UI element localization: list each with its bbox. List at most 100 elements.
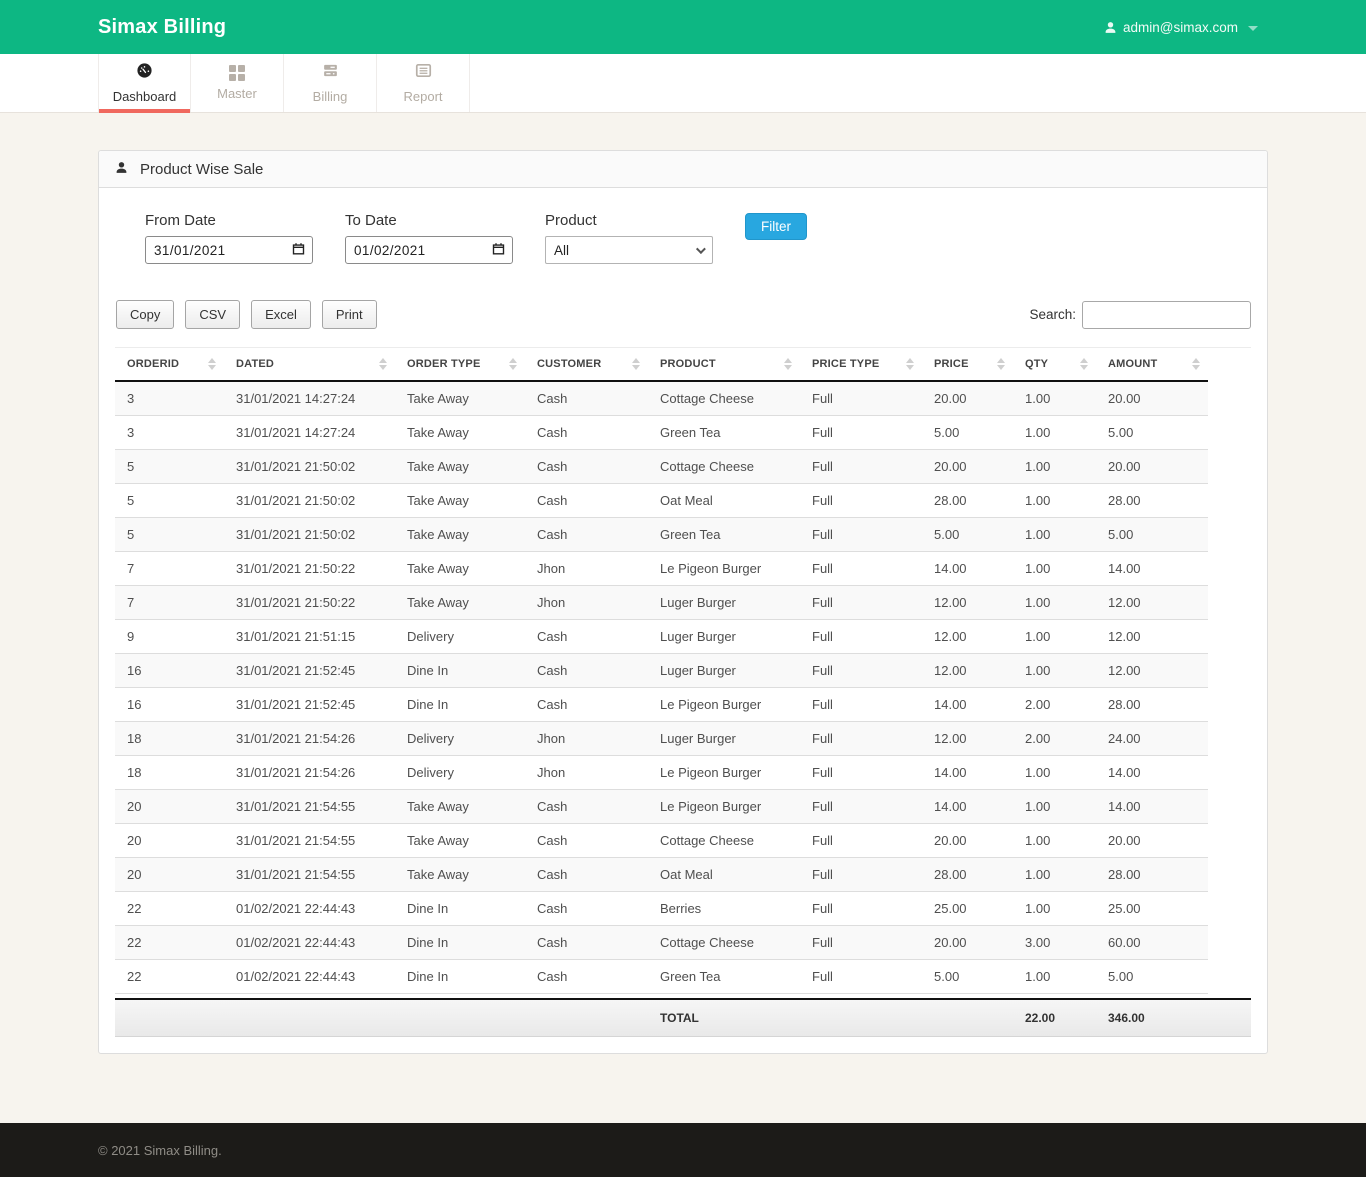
table-row: 18 31/01/2021 21:54:26 Delivery Jhon Luger B… — [115, 721, 1208, 756]
table-cell: 28.00 — [922, 483, 1013, 518]
table-row: 3 31/01/2021 14:27:24 Take Away Cash Cottage… — [115, 381, 1208, 416]
table-cell: Full — [800, 721, 922, 756]
copy-button[interactable]: Copy — [116, 300, 175, 329]
table-cell: Full — [800, 959, 922, 994]
table-cell: Dine In — [395, 959, 525, 994]
table-cell: Take Away — [395, 857, 525, 892]
product-group: Product All — [545, 212, 713, 264]
table-cell: Cash — [525, 687, 648, 722]
filter-row: From Date 31/01/2021 To Date 01/02/2021 — [145, 212, 1251, 264]
calendar-icon[interactable] — [491, 241, 506, 259]
topbar: Simax Billing admin@simax.com — [0, 0, 1366, 54]
table-cell: 5.00 — [1096, 415, 1208, 450]
product-select-value: All — [554, 242, 570, 258]
table-cell: 1.00 — [1013, 449, 1096, 484]
user-icon — [1104, 21, 1117, 34]
server-stack-icon — [322, 62, 339, 84]
table-cell: Full — [800, 925, 922, 960]
table-cell: Full — [800, 585, 922, 620]
table-row: 3 31/01/2021 14:27:24 Take Away Cash Green T… — [115, 415, 1208, 450]
table-cell: 1.00 — [1013, 891, 1096, 926]
table-cell: 12.00 — [922, 619, 1013, 654]
column-header[interactable]: PRICE TYPE — [800, 348, 922, 382]
column-header-label: PRODUCT — [660, 358, 716, 370]
search-input[interactable] — [1082, 300, 1251, 329]
table-cell: 5.00 — [1096, 517, 1208, 552]
column-header[interactable]: ORDERID — [115, 348, 224, 382]
tab-master[interactable]: Master — [191, 54, 284, 112]
column-header[interactable]: QTY — [1013, 348, 1096, 382]
table-row: 20 31/01/2021 21:54:55 Take Away Cash Oat Me… — [115, 857, 1208, 892]
table-cell: 5 — [115, 517, 224, 552]
column-header[interactable]: DATED — [224, 348, 395, 382]
table-cell: Cash — [525, 517, 648, 552]
column-header[interactable]: AMOUNT — [1096, 348, 1208, 382]
user-menu[interactable]: admin@simax.com — [1104, 20, 1258, 35]
tab-report[interactable]: Report — [377, 54, 470, 112]
table-cell: 28.00 — [1096, 857, 1208, 892]
total-amount: 346.00 — [1096, 999, 1251, 1037]
table-cell: Full — [800, 449, 922, 484]
to-date-value: 01/02/2021 — [354, 242, 426, 258]
table-row: 7 31/01/2021 21:50:22 Take Away Jhon Luger B… — [115, 585, 1208, 620]
csv-button[interactable]: CSV — [185, 300, 241, 329]
column-header-label: DATED — [236, 358, 275, 370]
table-cell: 31/01/2021 14:27:24 — [224, 415, 395, 450]
filter-button[interactable]: Filter — [745, 213, 807, 240]
table-cell: 9 — [115, 619, 224, 654]
to-date-field[interactable]: 01/02/2021 — [345, 236, 513, 264]
table-cell: 1.00 — [1013, 653, 1096, 688]
column-header[interactable]: PRICE — [922, 348, 1013, 382]
table-cell: Full — [800, 415, 922, 450]
table-cell: 20.00 — [922, 381, 1013, 416]
table-cell: 28.00 — [1096, 483, 1208, 518]
table-cell: 5.00 — [922, 517, 1013, 552]
table-cell: Cottage Cheese — [648, 449, 800, 484]
table-cell: Full — [800, 891, 922, 926]
table-cell: 31/01/2021 21:50:02 — [224, 483, 395, 518]
table-cell: Take Away — [395, 381, 525, 416]
table-cell: Cash — [525, 483, 648, 518]
tab-dashboard[interactable]: Dashboard — [98, 54, 191, 113]
calendar-icon[interactable] — [291, 241, 306, 259]
table-cell: 20.00 — [1096, 381, 1208, 416]
from-date-field[interactable]: 31/01/2021 — [145, 236, 313, 264]
table-cell: 31/01/2021 21:50:22 — [224, 585, 395, 620]
table-cell: Cash — [525, 891, 648, 926]
table-cell: Full — [800, 619, 922, 654]
column-header[interactable]: CUSTOMER — [525, 348, 648, 382]
table-cell: 16 — [115, 687, 224, 722]
column-header[interactable]: PRODUCT — [648, 348, 800, 382]
print-button[interactable]: Print — [321, 300, 377, 329]
table-cell: Green Tea — [648, 415, 800, 450]
table-cell: 14.00 — [1096, 789, 1208, 824]
table-cell: 12.00 — [1096, 653, 1208, 688]
table-row: 7 31/01/2021 21:50:22 Take Away Jhon Le Pige… — [115, 551, 1208, 586]
table-cell: 20.00 — [922, 823, 1013, 858]
tab-billing[interactable]: Billing — [284, 54, 377, 112]
table-cell: 20.00 — [922, 449, 1013, 484]
panel-header: Product Wise Sale — [99, 151, 1267, 188]
table-row: 20 31/01/2021 21:54:55 Take Away Cash Cottag… — [115, 823, 1208, 858]
tachometer-icon — [136, 62, 153, 84]
table-cell: Take Away — [395, 789, 525, 824]
excel-button[interactable]: Excel — [251, 300, 311, 329]
product-select[interactable]: All — [545, 236, 713, 264]
table-cell: Cash — [525, 925, 648, 960]
table-cell: 1.00 — [1013, 381, 1096, 416]
table-cell: Full — [800, 381, 922, 416]
table-cell: 31/01/2021 21:50:02 — [224, 449, 395, 484]
table-cell: Oat Meal — [648, 857, 800, 892]
table-cell: 31/01/2021 21:54:55 — [224, 857, 395, 892]
total-row: TOTAL 22.00 346.00 — [115, 999, 1251, 1037]
table-cell: 14.00 — [922, 551, 1013, 586]
panel-body: From Date 31/01/2021 To Date 01/02/2021 — [99, 188, 1267, 1053]
table-row: 16 31/01/2021 21:52:45 Dine In Cash Le Pigeo… — [115, 687, 1208, 722]
table-cell: 1.00 — [1013, 483, 1096, 518]
product-wise-sale-panel: Product Wise Sale From Date 31/01/2021 T… — [98, 150, 1268, 1054]
column-header[interactable]: ORDER TYPE — [395, 348, 525, 382]
table-cell: Cash — [525, 857, 648, 892]
table-cell: Jhon — [525, 585, 648, 620]
table-cell: Dine In — [395, 653, 525, 688]
from-date-group: From Date 31/01/2021 — [145, 212, 313, 264]
